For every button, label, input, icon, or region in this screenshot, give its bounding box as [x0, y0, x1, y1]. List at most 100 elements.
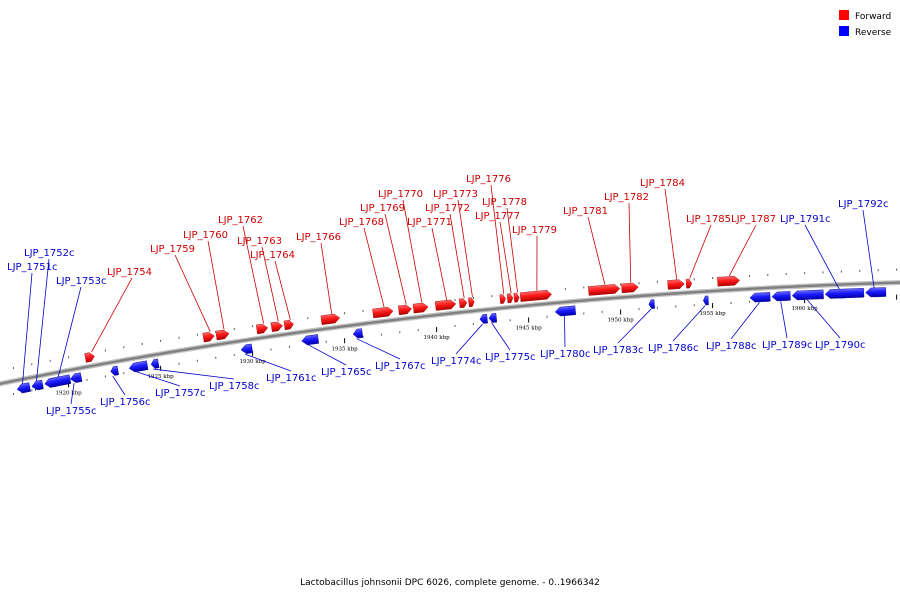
- gene-label-LJP_1773[interactable]: LJP_1773: [433, 189, 478, 200]
- gene-label-LJP_1761c[interactable]: LJP_1761c: [266, 373, 317, 384]
- gene-label-LJP_1764[interactable]: LJP_1764: [250, 250, 295, 261]
- gene-label-LJP_1762[interactable]: LJP_1762: [218, 215, 263, 226]
- gene-LJP_1763[interactable]: [270, 321, 283, 332]
- gene-label-LJP_1785[interactable]: LJP_1785: [686, 214, 731, 225]
- gene-LJP_1789c[interactable]: [771, 291, 791, 302]
- gene-LJP_1790c[interactable]: [791, 289, 824, 301]
- gene-LJP_1779[interactable]: [519, 290, 552, 302]
- gene-LJP_1762[interactable]: [255, 323, 269, 335]
- gene-LJP_1781[interactable]: [588, 284, 621, 296]
- map-caption: Lactobacillus johnsonii DPC 6026, comple…: [300, 578, 600, 588]
- gene-label-LJP_1767c[interactable]: LJP_1767c: [375, 361, 426, 372]
- gene-label-LJP_1756c[interactable]: LJP_1756c: [100, 397, 151, 408]
- gene-label-LJP_1791c[interactable]: LJP_1791c: [780, 214, 831, 225]
- gene-label-LJP_1786c[interactable]: LJP_1786c: [648, 343, 699, 354]
- gene-LJP_1777[interactable]: [506, 293, 514, 304]
- gene-label-LJP_1760[interactable]: LJP_1760: [183, 230, 228, 241]
- gene-label-LJP_1787[interactable]: LJP_1787: [731, 214, 776, 225]
- gene-label-LJP_1757c[interactable]: LJP_1757c: [155, 388, 206, 399]
- gene-label-LJP_1783c[interactable]: LJP_1783c: [593, 345, 644, 356]
- gene-label-LJP_1765c[interactable]: LJP_1765c: [321, 367, 372, 378]
- tick-label: 1940 kbp: [424, 335, 451, 341]
- leader-line-LJP_1788c: [730, 302, 760, 340]
- gene-LJP_1761c[interactable]: [240, 343, 253, 355]
- gene-LJP_1770[interactable]: [412, 302, 429, 314]
- gene-LJP_1769[interactable]: [398, 304, 412, 316]
- gene-LJP_1757c[interactable]: [128, 360, 149, 373]
- gene-label-LJP_1758c[interactable]: LJP_1758c: [209, 381, 260, 392]
- legend-reverse-swatch: [839, 26, 849, 36]
- gene-label-LJP_1789c[interactable]: LJP_1789c: [762, 340, 813, 351]
- gene-LJP_1768[interactable]: [372, 306, 394, 319]
- gene-LJP_1764[interactable]: [283, 320, 294, 331]
- gene-LJP_1784[interactable]: [667, 279, 685, 290]
- gene-LJP_1791c[interactable]: [824, 287, 865, 299]
- gene-LJP_1765c[interactable]: [301, 334, 319, 346]
- gene-label-LJP_1753c[interactable]: LJP_1753c: [56, 276, 107, 287]
- gene-label-LJP_1752c[interactable]: LJP_1752c: [24, 248, 75, 259]
- gene-label-LJP_1766[interactable]: LJP_1766: [296, 232, 341, 243]
- gene-LJP_1786c[interactable]: [703, 295, 709, 306]
- legend-forward-swatch: [839, 10, 849, 20]
- gene-arrow: [44, 374, 72, 388]
- tick-label: 1920 kbp: [56, 390, 83, 396]
- gene-label-LJP_1774c[interactable]: LJP_1774c: [431, 356, 482, 367]
- gene-label-LJP_1782[interactable]: LJP_1782: [604, 192, 649, 203]
- gene-label-LJP_1790c[interactable]: LJP_1790c: [815, 340, 866, 351]
- gene-LJP_1759[interactable]: [202, 331, 215, 343]
- leader-line-LJP_1775c: [491, 322, 511, 351]
- leader-line-LJP_1756c: [112, 375, 126, 396]
- gene-label-LJP_1763[interactable]: LJP_1763: [237, 236, 282, 247]
- gene-label-LJP_1772[interactable]: LJP_1772: [425, 203, 470, 214]
- gene-LJP_1751c[interactable]: [16, 382, 31, 394]
- gene-LJP_1754[interactable]: [84, 352, 96, 363]
- gene-arrow: [513, 292, 520, 303]
- gene-LJP_1758c[interactable]: [150, 358, 160, 369]
- gene-arrow: [621, 282, 639, 294]
- gene-LJP_1766[interactable]: [320, 313, 340, 325]
- gene-LJP_1778[interactable]: [513, 292, 520, 303]
- gene-LJP_1772[interactable]: [458, 298, 468, 309]
- gene-LJP_1756c[interactable]: [110, 365, 119, 376]
- gene-label-LJP_1775c[interactable]: LJP_1775c: [485, 352, 536, 363]
- gene-label-LJP_1754[interactable]: LJP_1754: [107, 267, 152, 278]
- gene-arrow: [865, 287, 887, 298]
- gene-LJP_1782[interactable]: [621, 282, 639, 294]
- gene-LJP_1753c[interactable]: [44, 374, 72, 389]
- gene-LJP_1771[interactable]: [434, 299, 457, 311]
- leader-line-LJP_1758c: [153, 368, 235, 380]
- gene-label-LJP_1780c[interactable]: LJP_1780c: [540, 349, 591, 360]
- gene-label-LJP_1751c[interactable]: LJP_1751c: [7, 262, 58, 273]
- gene-LJP_1773[interactable]: [468, 297, 475, 308]
- tick-label: 1945 kbp: [516, 325, 543, 331]
- gene-LJP_1760[interactable]: [215, 329, 230, 341]
- gene-LJP_1792c[interactable]: [865, 287, 887, 298]
- gene-LJP_1767c[interactable]: [352, 328, 364, 339]
- gene-LJP_1787[interactable]: [717, 276, 740, 287]
- gene-label-LJP_1781[interactable]: LJP_1781: [563, 206, 608, 217]
- gene-LJP_1775c[interactable]: [488, 312, 498, 323]
- gene-arrow: [202, 332, 215, 343]
- gene-label-LJP_1771[interactable]: LJP_1771: [407, 217, 452, 228]
- gene-label-LJP_1777[interactable]: LJP_1777: [475, 211, 520, 222]
- gene-label-LJP_1768[interactable]: LJP_1768: [339, 217, 384, 228]
- gene-LJP_1783c[interactable]: [648, 299, 655, 309]
- gene-LJP_1774c[interactable]: [479, 313, 488, 324]
- gene-label-LJP_1792c[interactable]: LJP_1792c: [838, 199, 889, 210]
- gene-label-LJP_1776[interactable]: LJP_1776: [466, 174, 511, 185]
- gene-LJP_1788c[interactable]: [749, 292, 771, 303]
- gene-label-LJP_1778[interactable]: LJP_1778: [482, 197, 527, 208]
- gene-LJP_1785[interactable]: [685, 278, 692, 289]
- gene-label-LJP_1788c[interactable]: LJP_1788c: [706, 341, 757, 352]
- gene-LJP_1776[interactable]: [499, 294, 506, 304]
- gene-label-LJP_1769[interactable]: LJP_1769: [360, 203, 405, 214]
- gene-LJP_1780c[interactable]: [554, 305, 576, 317]
- gene-label-LJP_1759[interactable]: LJP_1759: [150, 244, 195, 255]
- gene-label-LJP_1784[interactable]: LJP_1784: [640, 178, 685, 189]
- gene-label-LJP_1755c[interactable]: LJP_1755c: [46, 406, 97, 417]
- gene-LJP_1752c[interactable]: [31, 379, 44, 391]
- gene-label-LJP_1779[interactable]: LJP_1779: [512, 225, 557, 236]
- gene-label-LJP_1770[interactable]: LJP_1770: [378, 189, 423, 200]
- gene-LJP_1755c[interactable]: [70, 372, 83, 384]
- leader-line-LJP_1754: [91, 277, 133, 353]
